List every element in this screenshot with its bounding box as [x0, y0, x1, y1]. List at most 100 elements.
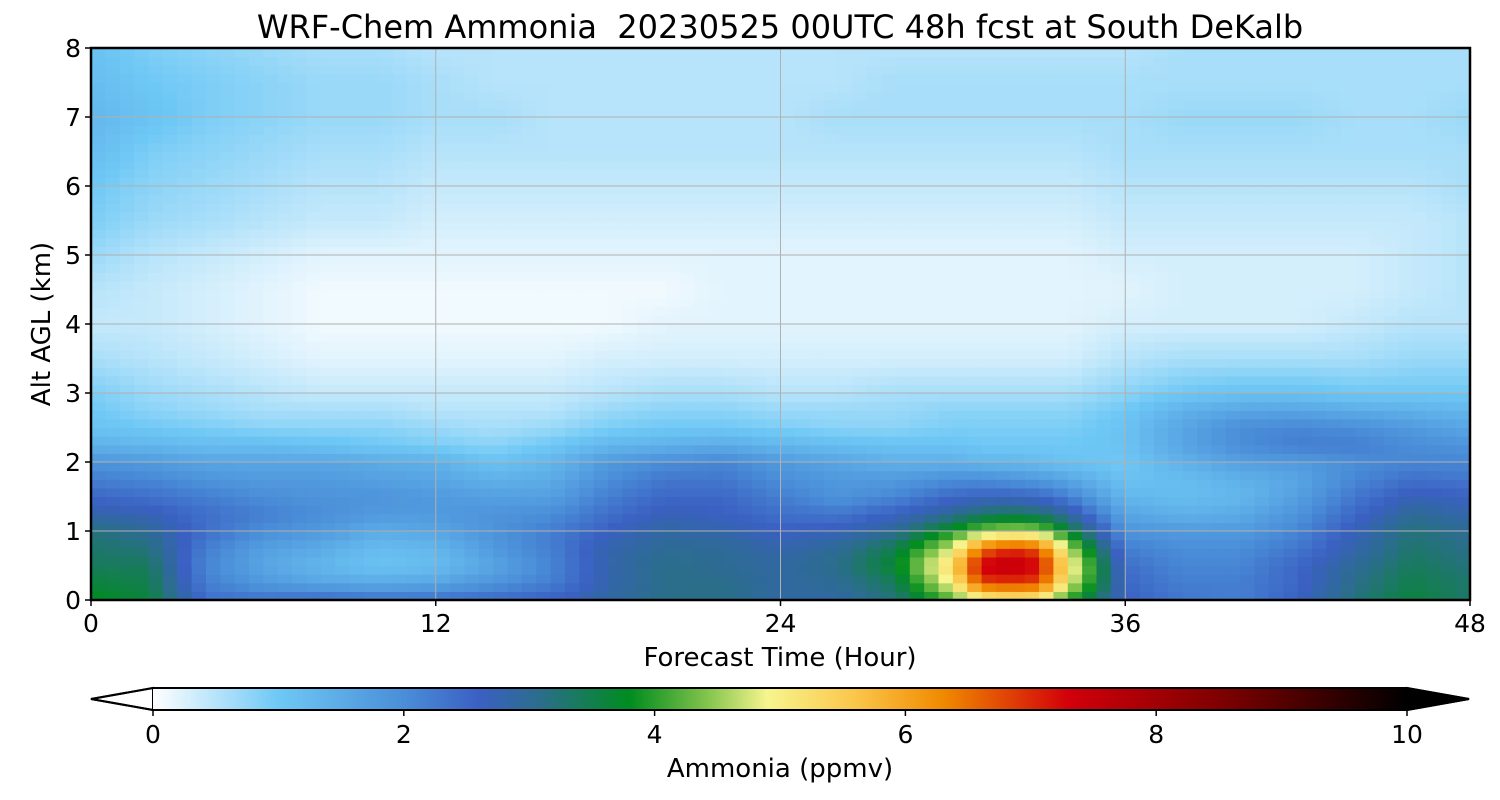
heatmap-cell	[565, 582, 580, 592]
heatmap-cell	[1139, 487, 1155, 498]
heatmap-cell	[1039, 186, 1055, 196]
heatmap-cell	[550, 522, 566, 532]
heatmap-cell	[320, 453, 336, 463]
heatmap-cell	[593, 487, 609, 498]
heatmap-cell	[205, 487, 221, 498]
heatmap-cell	[464, 168, 480, 178]
heatmap-cell	[694, 134, 710, 144]
heatmap-cell	[608, 332, 624, 342]
heatmap-cell	[119, 539, 135, 549]
heatmap-cell	[536, 367, 552, 377]
heatmap-cell	[464, 332, 480, 342]
heatmap-cell	[249, 203, 264, 213]
heatmap-cell	[435, 289, 451, 299]
heatmap-cell	[478, 211, 494, 222]
heatmap-cell	[507, 324, 523, 334]
heatmap-cell	[91, 401, 106, 411]
heatmap-cell	[995, 186, 1011, 196]
heatmap-cell	[694, 306, 710, 316]
heatmap-cell	[809, 556, 825, 567]
heatmap-cell	[1067, 48, 1083, 58]
heatmap-cell	[450, 582, 466, 592]
heatmap-cell	[1153, 48, 1169, 58]
heatmap-cell	[1182, 375, 1198, 385]
heatmap-cell	[995, 82, 1011, 92]
heatmap-cell	[837, 160, 853, 170]
heatmap-cell	[593, 65, 609, 75]
heatmap-cell	[363, 73, 379, 84]
heatmap-cell	[119, 315, 135, 325]
heatmap-cell	[407, 168, 422, 178]
heatmap-cell	[823, 186, 839, 196]
heatmap-cell	[177, 341, 193, 351]
heatmap-cell	[478, 582, 494, 592]
heatmap-cell	[1096, 99, 1112, 109]
heatmap-cell	[148, 280, 164, 291]
heatmap-cell	[751, 418, 767, 429]
heatmap-cell	[679, 211, 695, 222]
heatmap-cell	[909, 401, 925, 411]
heatmap-cell	[1139, 306, 1155, 316]
heatmap-cell	[1024, 574, 1040, 584]
heatmap-cell	[1067, 548, 1083, 558]
heatmap-cell	[363, 194, 379, 204]
heatmap-cell	[191, 410, 207, 420]
heatmap-cell	[1168, 48, 1184, 58]
heatmap-cell	[751, 134, 767, 144]
heatmap-cell	[651, 462, 667, 472]
heatmap-cell	[579, 470, 595, 480]
heatmap-cell	[895, 272, 911, 282]
heatmap-cell	[1139, 289, 1155, 299]
heatmap-cell	[766, 453, 782, 463]
heatmap-cell	[708, 220, 724, 230]
heatmap-cell	[622, 591, 638, 600]
heatmap-cell	[1197, 574, 1213, 584]
heatmap-cell	[292, 582, 308, 592]
heatmap-cell	[1067, 125, 1083, 135]
heatmap-cell	[292, 237, 308, 247]
heatmap-cell	[694, 513, 710, 523]
heatmap-cell	[521, 505, 537, 515]
heatmap-cell	[895, 151, 911, 161]
heatmap-cell	[579, 99, 595, 109]
heatmap-cell	[723, 393, 738, 403]
heatmap-cell	[579, 220, 595, 230]
heatmap-cell	[421, 125, 437, 135]
heatmap-cell	[507, 298, 523, 308]
heatmap-cell	[995, 255, 1011, 265]
heatmap-cell	[292, 65, 308, 75]
heatmap-cell	[234, 280, 250, 291]
heatmap-cell	[952, 211, 968, 222]
heatmap-cell	[1110, 375, 1126, 385]
heatmap-cell	[536, 505, 552, 515]
heatmap-cell	[1053, 48, 1069, 58]
heatmap-cell	[105, 341, 121, 351]
heatmap-cell	[995, 315, 1011, 325]
heatmap-cell	[263, 56, 279, 66]
heatmap-cell	[852, 591, 868, 600]
heatmap-cell	[1053, 324, 1069, 334]
heatmap-cell	[593, 513, 609, 523]
heatmap-cell	[636, 211, 652, 222]
heatmap-cell	[1082, 332, 1098, 342]
heatmap-cell	[234, 487, 250, 498]
heatmap-cell	[263, 591, 279, 600]
heatmap-cell	[177, 444, 193, 454]
heatmap-cell	[1082, 255, 1098, 265]
heatmap-cell	[1197, 582, 1213, 592]
heatmap-cell	[794, 496, 810, 506]
heatmap-cell	[852, 160, 868, 170]
heatmap-cell	[191, 367, 207, 377]
heatmap-cell	[249, 255, 264, 265]
heatmap-cell	[967, 410, 983, 420]
heatmap-cell	[378, 375, 394, 385]
heatmap-cell	[938, 56, 954, 66]
heatmap-cell	[478, 401, 494, 411]
heatmap-cell	[694, 375, 710, 385]
heatmap-cell	[105, 479, 121, 489]
heatmap-cell	[694, 142, 710, 153]
heatmap-cell	[162, 556, 178, 567]
heatmap-cell	[708, 418, 724, 429]
heatmap-cell	[1168, 418, 1184, 429]
heatmap-cell	[91, 237, 106, 247]
